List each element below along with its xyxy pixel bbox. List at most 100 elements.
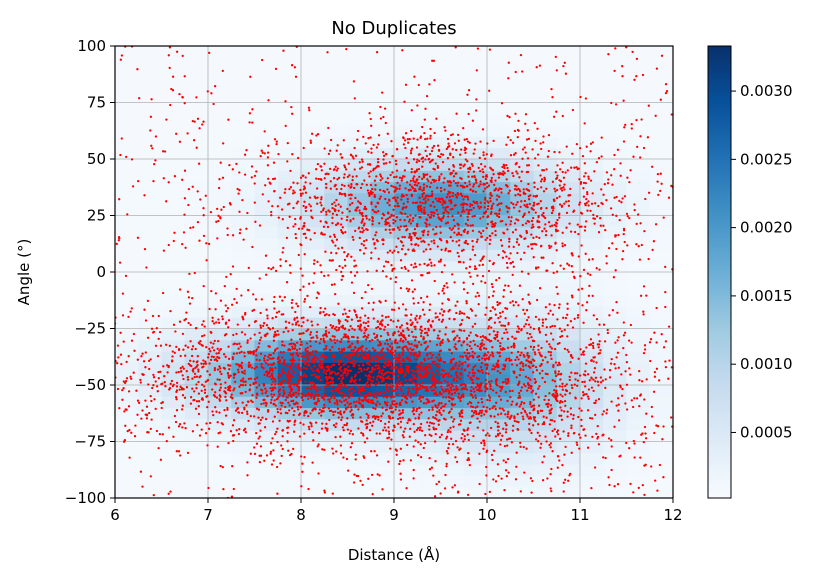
data-point <box>585 220 588 223</box>
heatmap-cell <box>580 215 604 228</box>
heatmap-cell <box>626 396 651 409</box>
heatmap-cell <box>510 136 534 149</box>
heatmap-cell <box>603 91 627 103</box>
data-point <box>457 181 460 184</box>
heatmap-cell <box>463 452 488 465</box>
data-point <box>430 389 434 392</box>
heatmap-cell <box>138 418 162 431</box>
data-point <box>124 380 128 383</box>
data-point <box>175 398 178 401</box>
data-point <box>500 244 504 247</box>
data-point <box>317 177 320 181</box>
data-point <box>216 378 219 381</box>
data-point <box>296 408 300 411</box>
heatmap-cell <box>487 351 511 363</box>
data-point <box>467 167 470 170</box>
heatmap-cell <box>231 385 255 397</box>
heatmap-cell <box>626 305 651 318</box>
data-point <box>262 324 265 328</box>
data-point <box>366 357 370 360</box>
data-point <box>312 356 316 359</box>
data-point <box>450 388 453 392</box>
heatmap-cell <box>394 147 418 160</box>
data-point <box>452 156 455 159</box>
data-point <box>299 352 302 355</box>
data-point <box>314 350 317 353</box>
heatmap-cell <box>161 373 186 386</box>
data-point <box>313 272 316 275</box>
data-point <box>390 363 393 367</box>
data-point <box>598 323 601 326</box>
heatmap-cell <box>184 362 209 375</box>
data-point <box>219 367 222 370</box>
heatmap-cell <box>254 226 279 239</box>
heatmap-cell <box>580 317 604 329</box>
data-point <box>585 197 588 201</box>
data-point <box>413 262 417 265</box>
data-point <box>457 392 460 395</box>
data-point <box>395 148 399 151</box>
data-point <box>324 376 327 379</box>
data-point <box>420 177 424 181</box>
data-point <box>406 215 409 218</box>
heatmap-cell <box>649 260 673 273</box>
data-point <box>320 355 323 358</box>
data-point <box>605 171 609 174</box>
data-point <box>136 413 139 416</box>
data-point <box>439 200 442 204</box>
heatmap-cell <box>161 204 186 216</box>
data-point <box>556 229 559 232</box>
data-point <box>310 215 313 219</box>
heatmap-cell <box>324 215 348 228</box>
data-point <box>524 347 527 350</box>
data-point <box>335 450 338 453</box>
data-point <box>263 130 266 133</box>
heatmap-cell <box>603 272 627 284</box>
data-point <box>375 354 378 357</box>
data-point <box>299 288 302 292</box>
data-point <box>520 235 523 238</box>
data-point <box>460 437 463 440</box>
data-point <box>292 430 296 433</box>
data-point <box>330 239 334 242</box>
data-point <box>534 266 538 269</box>
heatmap-cell <box>649 385 673 397</box>
data-point <box>145 417 149 420</box>
data-point <box>472 206 475 210</box>
data-point <box>395 187 399 190</box>
data-point <box>396 319 400 322</box>
data-point <box>436 380 440 383</box>
data-point <box>410 330 414 334</box>
data-point <box>406 382 409 385</box>
data-point <box>474 295 477 298</box>
data-point <box>403 139 407 142</box>
data-point <box>323 398 326 401</box>
heatmap-cell <box>487 170 511 183</box>
heatmap-cell <box>208 46 232 58</box>
data-point <box>413 170 416 173</box>
data-point <box>419 372 422 375</box>
data-point <box>409 351 413 354</box>
data-point <box>349 393 353 396</box>
heatmap-cell <box>626 441 651 454</box>
data-point <box>450 437 453 440</box>
data-point <box>487 356 491 359</box>
data-point <box>516 383 520 386</box>
data-point <box>192 370 195 373</box>
data-point <box>466 343 469 346</box>
heatmap-cell <box>324 147 348 160</box>
data-point <box>377 415 380 419</box>
data-point <box>412 407 415 410</box>
heatmap-cell <box>649 91 673 103</box>
heatmap-cell <box>347 57 372 70</box>
data-point <box>461 355 465 358</box>
data-point <box>378 366 381 370</box>
heatmap-cell <box>394 328 418 341</box>
data-point <box>277 395 280 398</box>
heatmap-cell <box>440 136 465 149</box>
data-point <box>260 363 263 366</box>
heatmap-cell <box>277 283 302 296</box>
data-point <box>492 290 495 293</box>
data-point <box>361 231 364 234</box>
heatmap-cell <box>324 91 348 103</box>
